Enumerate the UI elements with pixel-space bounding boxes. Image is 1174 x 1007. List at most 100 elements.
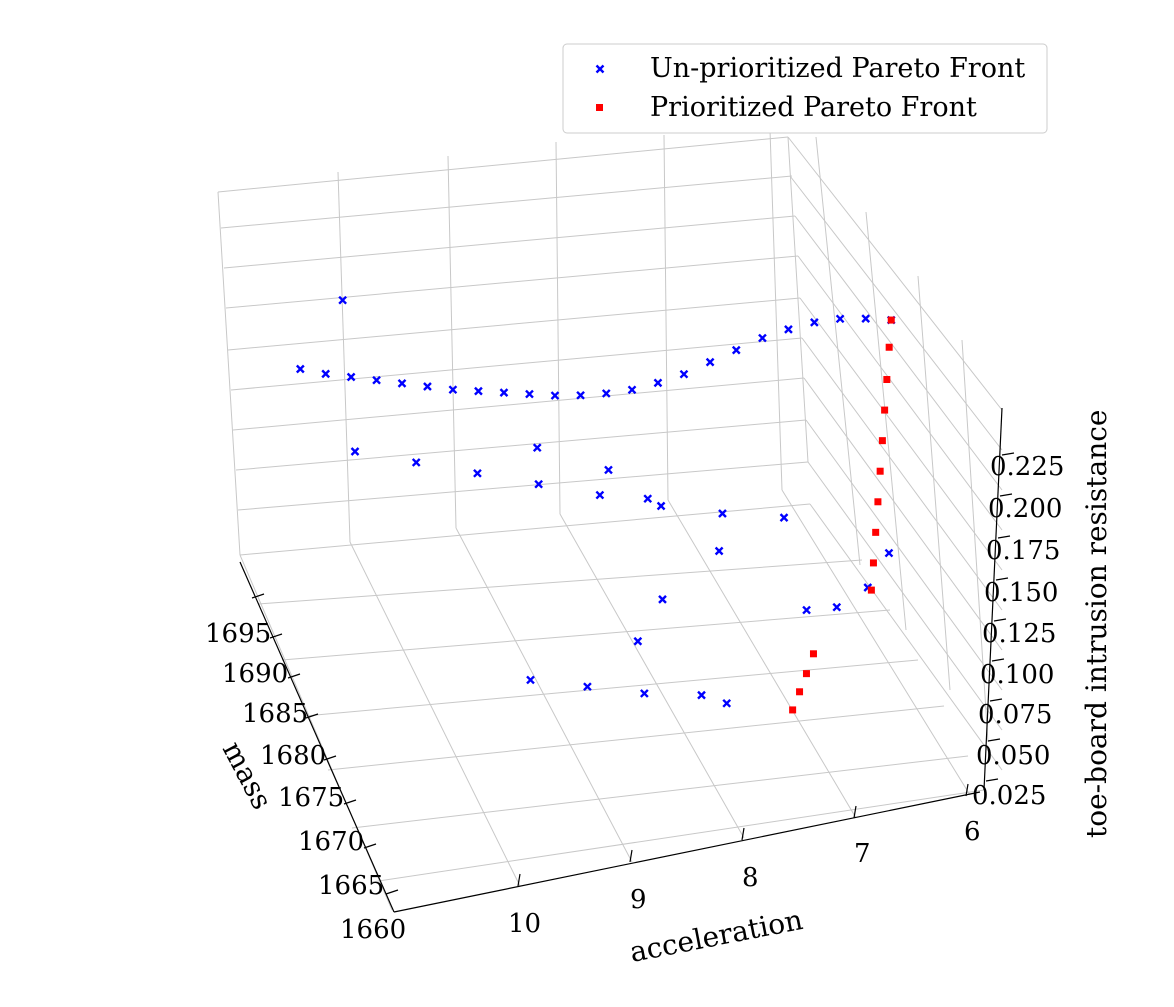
prioritized-point <box>881 406 889 414</box>
acceleration-tick-label: 7 <box>854 839 871 869</box>
unprioritized-point <box>321 369 331 379</box>
prioritized-point <box>874 498 882 506</box>
unprioritized-point <box>448 385 458 395</box>
unprioritized-point <box>473 468 482 478</box>
prioritized-point <box>878 437 886 445</box>
legend-marker-prioritized <box>596 104 603 111</box>
prioritized-point <box>883 376 891 384</box>
acceleration-tick-label: 8 <box>742 863 759 893</box>
unprioritized-point <box>718 509 727 518</box>
unprioritized-point <box>372 375 381 385</box>
unprioritized-point <box>810 318 819 327</box>
toe-board-tick-label: 0.100 <box>980 660 1054 690</box>
unprioritized-point <box>758 333 767 343</box>
unprioritized-point <box>679 369 689 379</box>
unprioritized-point <box>583 682 592 692</box>
unprioritized-point <box>722 698 732 708</box>
unprioritized-point <box>705 357 715 367</box>
prioritized-point <box>885 343 893 351</box>
toe-board-tick-label: 0.175 <box>986 536 1060 566</box>
unprioritized-point <box>576 390 585 400</box>
toe-board-tick-label: 0.200 <box>988 494 1062 524</box>
unprioritized-point <box>526 675 535 685</box>
mass-tick-labels: 1660 1665 1670 1675 1680 1685 1690 1695 <box>205 619 406 945</box>
axis-lines <box>239 407 1003 913</box>
unprioritized-point <box>595 490 605 500</box>
unprioritized-point <box>697 690 706 700</box>
toe-board-ticks <box>985 452 1015 782</box>
unprioritized-point <box>474 386 483 396</box>
prioritized-point <box>876 467 884 475</box>
unprioritized-point <box>784 325 793 334</box>
unprioritized-point <box>639 689 649 698</box>
toe-board-tick-label: 0.225 <box>990 452 1064 482</box>
unprioritized-point <box>604 465 613 475</box>
legend: Un-prioritized Pareto Front Prioritized … <box>562 43 1048 134</box>
legend-marker-unprioritized <box>595 64 605 74</box>
toe-board-tick-label: 0.075 <box>978 700 1052 730</box>
unprioritized-point <box>423 382 432 391</box>
legend-entry-prioritized: Prioritized Pareto Front <box>650 92 977 123</box>
prioritized-point <box>869 559 877 567</box>
unprioritized-point <box>656 501 666 511</box>
unprioritized-point <box>653 378 663 388</box>
mass-tick-label: 1660 <box>340 915 406 945</box>
unprioritized-point <box>550 391 560 400</box>
unprioritized-point <box>534 479 544 489</box>
mass-tick-label: 1675 <box>278 783 344 813</box>
toe-board-tick-label: 0.050 <box>976 741 1050 771</box>
acceleration-axis-line <box>393 791 981 913</box>
unprioritized-point <box>295 364 305 374</box>
grid-lines <box>217 129 1003 911</box>
acceleration-tick-labels: 10 9 8 7 6 <box>508 817 981 939</box>
mass-tick-label: 1695 <box>205 619 271 649</box>
unprioritized-point <box>411 458 421 467</box>
data-marks <box>295 295 896 714</box>
unprioritized-point <box>835 314 845 324</box>
prioritized-point <box>802 670 810 678</box>
unprioritized-point <box>627 385 637 395</box>
unprioritized-point <box>397 378 407 388</box>
unprioritized-point <box>525 389 534 399</box>
mass-tick-label: 1685 <box>242 699 308 729</box>
mass-axis-line <box>239 561 395 913</box>
unprioritized-point <box>499 388 509 397</box>
toe-board-axis-line <box>983 407 1003 791</box>
acceleration-tick-label: 6 <box>964 817 981 847</box>
legend-entry-unprioritized: Un-prioritized Pareto Front <box>650 53 1025 84</box>
unprioritized-point <box>861 314 871 323</box>
unprioritized-point <box>338 295 347 305</box>
unprioritized-point <box>832 602 842 612</box>
acceleration-tick-label: 10 <box>508 909 541 939</box>
unprioritized-point <box>532 443 542 453</box>
unprioritized-point <box>802 605 811 615</box>
unprioritized-point <box>633 636 643 646</box>
unprioritized-point <box>346 372 356 382</box>
prioritized-point <box>789 706 797 714</box>
acceleration-ticks <box>517 783 969 887</box>
legend-box <box>562 43 1048 134</box>
mass-tick-label: 1680 <box>260 741 326 771</box>
unprioritized-point <box>350 447 360 456</box>
unprioritized-point <box>714 546 724 556</box>
unprioritized-point <box>731 345 741 355</box>
mass-tick-label: 1670 <box>298 827 364 857</box>
prioritized-point <box>867 586 875 594</box>
unprioritized-point <box>779 513 789 522</box>
prioritized-point <box>809 650 817 658</box>
toe-board-axis-label: toe-board intrusion resistance <box>1080 410 1113 838</box>
toe-board-tick-label: 0.150 <box>984 578 1058 608</box>
acceleration-axis-label: acceleration <box>627 903 805 969</box>
prioritized-point <box>887 316 895 324</box>
mass-tick-label: 1690 <box>222 659 288 689</box>
acceleration-tick-label: 9 <box>630 885 647 915</box>
unprioritized-point <box>658 595 667 604</box>
unprioritized-point <box>643 494 653 504</box>
toe-board-tick-labels: 0.025 0.050 0.075 0.100 0.125 0.150 0.17… <box>972 452 1064 811</box>
prioritized-point <box>872 528 880 536</box>
mass-tick-label: 1665 <box>318 871 384 901</box>
mass-ticks <box>251 593 399 895</box>
toe-board-tick-label: 0.025 <box>972 781 1046 811</box>
prioritized-point <box>796 688 804 696</box>
